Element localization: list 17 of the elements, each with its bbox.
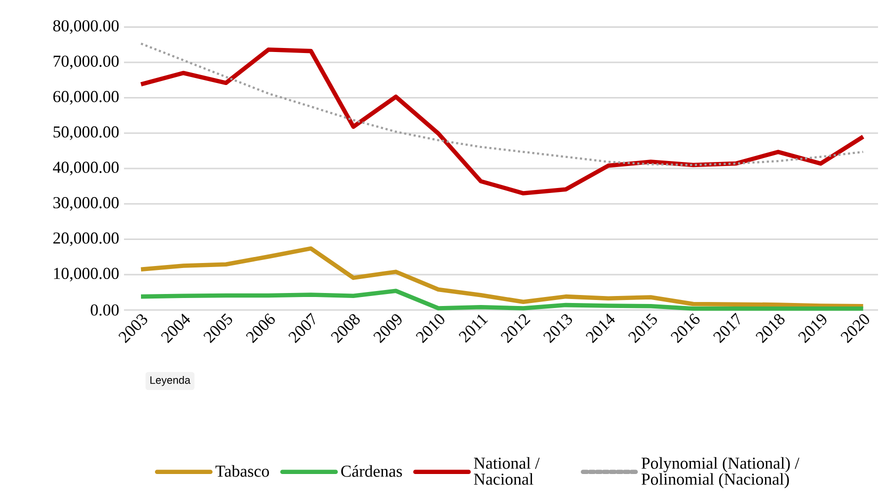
y-tick-label: 20,000.00 bbox=[53, 232, 119, 246]
y-tick-label: 30,000.00 bbox=[53, 197, 119, 211]
y-tick-label: 10,000.00 bbox=[54, 268, 119, 282]
legend-label: Polynomial (National) / Polinomial (Nacional) bbox=[642, 457, 800, 488]
line-series bbox=[138, 246, 866, 308]
y-tick-label: 60,000.00 bbox=[53, 90, 119, 105]
legend-title: Leyenda bbox=[150, 376, 190, 386]
y-tick-label: 70,000.00 bbox=[54, 56, 119, 70]
legend-label: Cárdenas bbox=[341, 465, 402, 477]
y-tick-label: 50,000.00 bbox=[54, 126, 119, 140]
line-series bbox=[140, 42, 864, 166]
legend-label: Tabasco bbox=[216, 465, 269, 477]
line-series bbox=[138, 48, 866, 196]
y-tick-label: 80,000.00 bbox=[53, 20, 119, 34]
y-tick-label: 0.00 bbox=[90, 304, 119, 316]
y-tick-label: 40,000.00 bbox=[52, 162, 119, 176]
legend-label: National / Nacional bbox=[474, 457, 540, 485]
